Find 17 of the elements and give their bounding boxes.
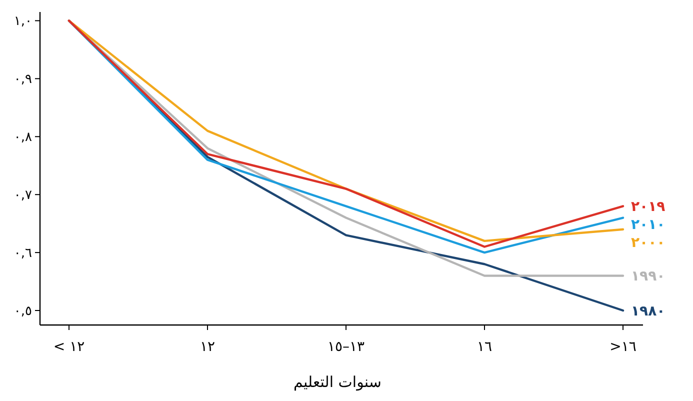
x-tick-label: < ١٢ [53,339,85,355]
y-tick-label: ١,٠ [14,14,32,30]
series-label: ١٩٨٠ [631,303,666,320]
x-tick-label: ١٦ [476,339,492,355]
x-tick-label: ١٢ [200,339,216,355]
series-label: ٢٠١٩ [631,199,666,216]
y-tick-label: ٠,٩ [14,72,32,88]
y-tick-label: ٠,٨ [14,130,32,146]
series-label: ٢٠٠٠ [631,235,666,252]
x-axis-title: سنوات التعليم [294,373,382,391]
y-tick-label: ٠,٧ [14,188,32,204]
y-tick-label: ٠,٦ [14,246,32,262]
x-tick-label: >١٦ [610,339,636,355]
y-tick-label: ٠,٥ [14,304,32,320]
x-tick-label: ١٣–١٥ [327,339,366,355]
series-label: ٢٠١٠ [631,217,666,234]
series-label: ١٩٩٠ [631,268,666,285]
